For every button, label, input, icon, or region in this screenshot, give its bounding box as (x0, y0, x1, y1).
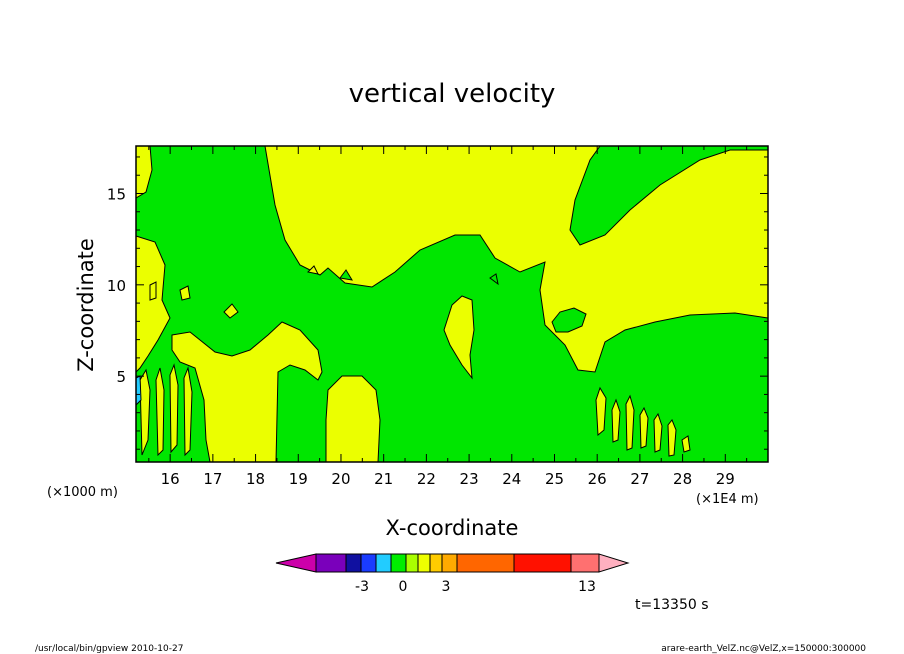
y-tick-label: 15 (107, 185, 126, 203)
x-tick-label: 22 (417, 470, 436, 488)
colorbar-segment (429, 553, 443, 573)
x-axis-title: X-coordinate (386, 516, 519, 540)
y-unit-label: (×1000 m) (47, 485, 118, 500)
chart-title: vertical velocity (349, 79, 556, 109)
x-tick-label: 23 (460, 470, 479, 488)
colorbar-level-label: -3 (355, 579, 369, 595)
colorbar-segment (360, 553, 377, 573)
colorbar-segment (315, 553, 347, 573)
colorbar-level-label: 3 (442, 579, 451, 595)
footer-left: /usr/local/bin/gpview 2010-10-27 (35, 644, 183, 654)
x-tick-label: 25 (545, 470, 564, 488)
x-tick-label: 28 (673, 470, 692, 488)
x-tick-label: 19 (289, 470, 308, 488)
x-tick-label: 29 (716, 470, 735, 488)
y-axis-title: Z-coordinate (74, 238, 98, 372)
right-stripes (595, 386, 691, 457)
y-axis: 5 10 15 (107, 156, 768, 450)
x-tick-label: 27 (630, 470, 649, 488)
x-axis: 16 17 18 19 20 21 22 23 24 25 26 27 28 29 (148, 146, 748, 488)
y-tick-label: 5 (116, 368, 126, 386)
plot-frame (135, 145, 769, 463)
colorbar-max-arrow (598, 553, 630, 573)
colorbar-segment (345, 553, 362, 573)
colorbar-segment (441, 553, 458, 573)
colorbar-level-label: 13 (578, 579, 596, 595)
time-label: t=13350 s (635, 597, 709, 613)
x-tick-label: 16 (161, 470, 180, 488)
x-tick-label: 21 (374, 470, 393, 488)
colorbar-segment (513, 553, 572, 573)
x-tick-label: 24 (502, 470, 521, 488)
colorbar-level-label: 0 (399, 579, 408, 595)
colorbar-segment (570, 553, 600, 573)
colorbar-segment (456, 553, 515, 573)
colorbar-segment (375, 553, 392, 573)
x-unit-label: (×1E4 m) (696, 492, 759, 507)
positive-field (135, 145, 769, 463)
colorbar-segment (405, 553, 419, 573)
x-tick-label: 26 (588, 470, 607, 488)
x-tick-label: 18 (246, 470, 265, 488)
negative-islands (339, 269, 587, 333)
colorbar-segment (417, 553, 431, 573)
plot-area (135, 145, 769, 463)
colorbar-labels: -3 0 3 13 (355, 579, 596, 595)
footer-right: arare-earth_VelZ.nc@VelZ,x=150000:300000 (661, 644, 866, 654)
colorbar-segment (390, 553, 407, 573)
colorbar-min-arrow (275, 553, 317, 573)
y-tick-label: 10 (107, 277, 126, 295)
colorbar (275, 553, 630, 573)
x-tick-label: 20 (331, 470, 350, 488)
x-tick-label: 17 (203, 470, 222, 488)
